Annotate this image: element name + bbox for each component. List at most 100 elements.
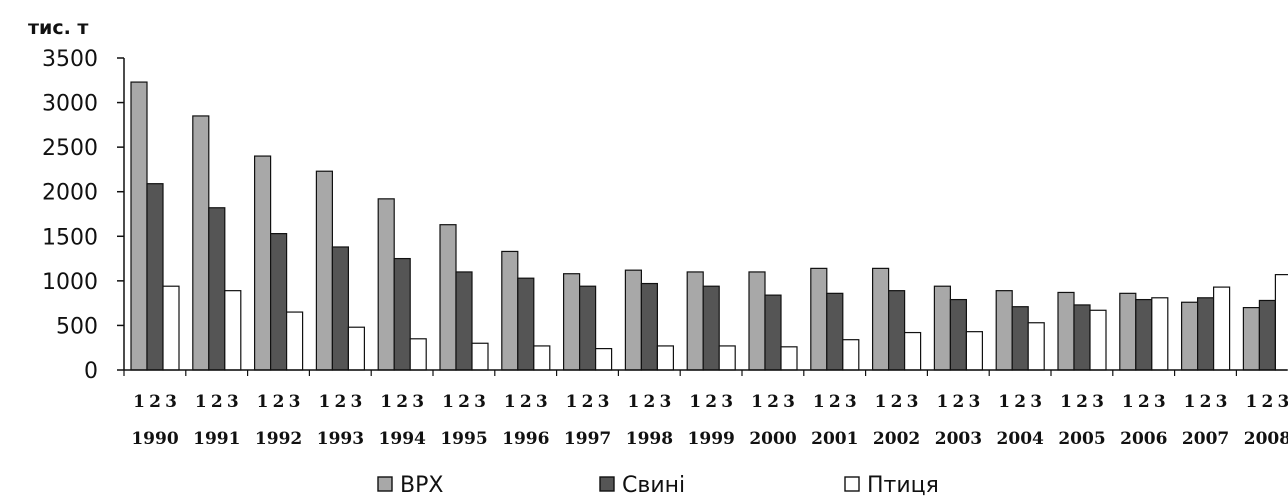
bar-vrh: [810, 267, 828, 371]
bar-vrh: [1242, 307, 1261, 371]
bar-number-label: 1: [133, 392, 145, 412]
bar-number-label: 3: [289, 392, 301, 412]
bar-ptytsia: [1151, 297, 1169, 371]
bar-vrh: [377, 198, 395, 371]
bar-vrh: [995, 290, 1013, 371]
bar-number-label: 3: [845, 392, 857, 412]
bar-svyni: [1011, 306, 1029, 371]
x-category-label: 1995: [440, 429, 487, 449]
legend-label: Свині: [622, 473, 685, 497]
y-tick-label: 3000: [42, 92, 98, 117]
bar-ptytsia: [594, 348, 613, 371]
bar-ptytsia: [965, 331, 984, 371]
bar-number-label: 1: [813, 392, 825, 412]
bar-ptytsia: [718, 345, 736, 371]
bar-ptytsia: [842, 339, 860, 371]
bar-number-label: 1: [1245, 392, 1257, 412]
bar-vrh: [1119, 292, 1137, 371]
bar-vrh: [439, 224, 457, 371]
bar-number-label: 2: [396, 392, 408, 412]
x-category-label: 2004: [997, 429, 1044, 449]
bar-number-label: 1: [380, 392, 392, 412]
bar-svyni: [1073, 304, 1091, 371]
bar-number-label: 2: [458, 392, 470, 412]
bar-number-label: 3: [227, 392, 239, 412]
bar-vrh: [1180, 301, 1199, 371]
bar-number-label: 2: [705, 392, 717, 412]
y-axis: 0 500 1000 1500 2000 2500 3000 3500: [42, 47, 125, 384]
bar-number-label: 3: [721, 392, 733, 412]
bar-svyni: [270, 233, 288, 371]
bar-number-label: 1: [442, 392, 454, 412]
x-category-label: 1990: [131, 429, 178, 449]
x-category-label: 2005: [1058, 429, 1105, 449]
bar-number-label: 3: [350, 392, 362, 412]
x-category-label: 2006: [1120, 429, 1167, 449]
bar-ptytsia: [409, 338, 427, 371]
bar-number-label: 2: [334, 392, 346, 412]
x-category-label: 1999: [688, 429, 735, 449]
legend-swatch: [599, 476, 615, 492]
bar-ptytsia: [162, 285, 180, 371]
bar-vrh: [192, 115, 210, 371]
bar-ptytsia: [780, 346, 798, 371]
x-category-label: 2001: [811, 429, 858, 449]
bar-svyni: [887, 290, 906, 371]
bar-number-label: 2: [1261, 392, 1273, 412]
bar-number-label: 3: [536, 392, 548, 412]
x-category-label: 2007: [1182, 429, 1229, 449]
bar-number-label: 3: [1092, 392, 1104, 412]
bar-svyni: [949, 298, 968, 371]
x-category-label: 2000: [749, 429, 796, 449]
x-category-label: 1993: [317, 429, 364, 449]
bar-number-label: 1: [318, 392, 330, 412]
bar-number-label: 2: [582, 392, 594, 412]
bar-number-label: 3: [1154, 392, 1166, 412]
x-category-label: 1997: [564, 429, 611, 449]
bar-vrh: [315, 170, 333, 371]
bar-svyni: [208, 207, 226, 371]
bar-svyni: [393, 257, 411, 371]
bar-number-label: 2: [1138, 392, 1150, 412]
bar-vrh: [748, 271, 766, 371]
bar-number-label: 3: [659, 392, 671, 412]
bar-number-label: 1: [504, 392, 516, 412]
bar-number-label: 2: [211, 392, 223, 412]
bar-svyni: [1196, 297, 1215, 371]
bar-vrh: [624, 269, 643, 371]
bar-number-label: 3: [598, 392, 610, 412]
bar-number-label: 3: [783, 392, 795, 412]
bar-ptytsia: [1027, 322, 1045, 371]
bar-number-label: 1: [1060, 392, 1072, 412]
y-tick-label: 1500: [42, 225, 98, 250]
legend: ВРХ Свині Птиця: [377, 473, 939, 497]
x-category-label: 1996: [502, 429, 549, 449]
bar-number-label: 1: [689, 392, 701, 412]
bar-svyni: [455, 271, 473, 371]
y-tick-label: 0: [84, 359, 98, 384]
x-category-label: 2003: [935, 429, 982, 449]
bar-ptytsia: [286, 311, 304, 371]
bar-svyni: [764, 294, 782, 371]
legend-swatch: [844, 476, 860, 492]
bar-vrh: [130, 81, 148, 371]
bar-number-label: 2: [891, 392, 903, 412]
bar-number-label: 3: [1277, 392, 1288, 412]
bar-number-label: 2: [1076, 392, 1088, 412]
bar-number-label: 1: [751, 392, 763, 412]
bar-ptytsia: [1274, 274, 1288, 371]
legend-swatch: [377, 476, 393, 492]
bar-number-label: 1: [998, 392, 1010, 412]
y-tick-label: 2500: [42, 136, 98, 161]
y-tick-label: 2000: [42, 181, 98, 206]
bar-number-label: 1: [257, 392, 269, 412]
bar-svyni: [146, 183, 164, 371]
bar-svyni: [1258, 299, 1277, 371]
bar-ptytsia: [1089, 309, 1107, 371]
bar-number-label: 2: [520, 392, 532, 412]
y-tick-label: 3500: [42, 47, 98, 72]
x-category-label: 2002: [873, 429, 920, 449]
bar-vrh: [501, 250, 519, 371]
